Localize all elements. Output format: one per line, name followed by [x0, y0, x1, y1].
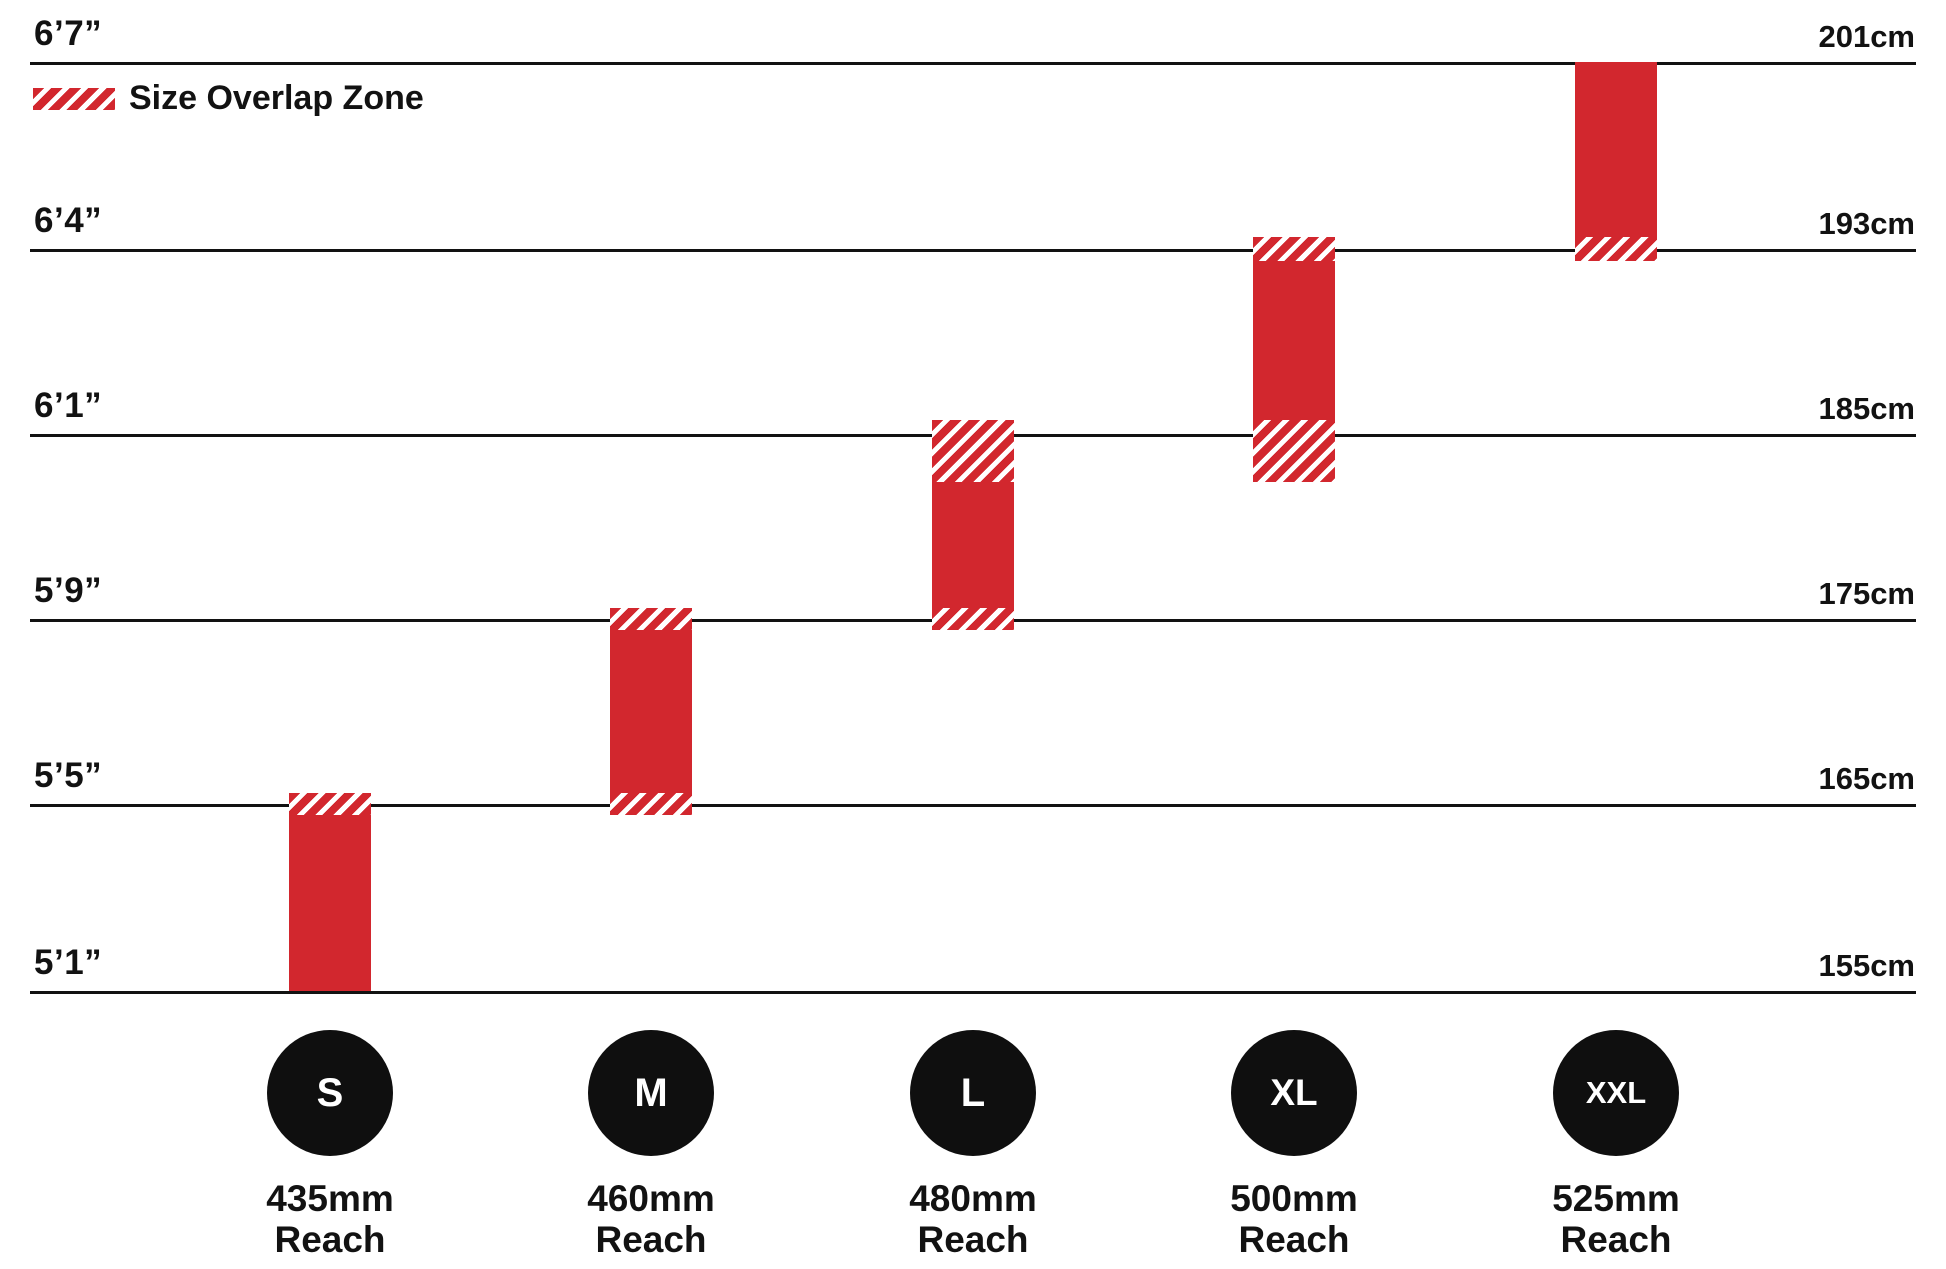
height-gridline: [30, 804, 1916, 807]
height-label-imperial: 5’9”: [34, 571, 103, 610]
reach-label-m: 460mm Reach: [521, 1178, 781, 1260]
reach-value: 525mm: [1552, 1178, 1680, 1219]
overlap-zone-hatch: [610, 607, 692, 631]
height-label-metric: 185cm: [1818, 391, 1915, 426]
size-circle-label: XL: [1270, 1072, 1318, 1113]
legend-label: Size Overlap Zone: [129, 79, 424, 117]
height-label-metric: 201cm: [1818, 19, 1915, 54]
legend: Size Overlap Zone: [33, 79, 424, 118]
overlap-zone-hatch: [610, 792, 692, 816]
height-label-imperial: 6’7”: [34, 14, 103, 53]
height-gridline: [30, 991, 1916, 994]
reach-word: Reach: [1560, 1219, 1672, 1260]
size-circle-label: L: [960, 1070, 986, 1115]
reach-value: 435mm: [266, 1178, 394, 1219]
height-label-metric: 155cm: [1818, 948, 1915, 983]
size-bar-s: [289, 792, 371, 991]
overlap-zone-hatch: [1253, 420, 1335, 483]
reach-word: Reach: [917, 1219, 1029, 1260]
overlap-zone-hatch: [932, 420, 1014, 483]
reach-value: 500mm: [1230, 1178, 1358, 1219]
overlap-zone-swatch-icon: [33, 87, 115, 110]
overlap-zone-hatch: [289, 792, 371, 816]
height-label-metric: 175cm: [1818, 576, 1915, 611]
overlap-zone-hatch: [932, 607, 1014, 631]
overlap-zone-hatch: [1253, 237, 1335, 261]
reach-label-xxl: 525mm Reach: [1486, 1178, 1746, 1260]
size-bar-xxl: [1575, 62, 1657, 261]
reach-label-xl: 500mm Reach: [1164, 1178, 1424, 1260]
size-circle-s: S: [267, 1030, 393, 1156]
height-label-imperial: 5’5”: [34, 756, 103, 795]
size-circle-label: XXL: [1585, 1075, 1647, 1110]
size-circle-label: M: [634, 1070, 668, 1115]
height-label-metric: 193cm: [1818, 206, 1915, 241]
size-circle-m: M: [588, 1030, 714, 1156]
reach-word: Reach: [274, 1219, 386, 1260]
height-label-metric: 165cm: [1818, 761, 1915, 796]
overlap-zone-hatch: [1575, 237, 1657, 261]
height-label-imperial: 6’1”: [34, 386, 103, 425]
height-label-imperial: 5’1”: [34, 943, 103, 982]
reach-label-l: 480mm Reach: [843, 1178, 1103, 1260]
reach-value: 480mm: [909, 1178, 1037, 1219]
reach-word: Reach: [595, 1219, 707, 1260]
height-label-imperial: 6’4”: [34, 201, 103, 240]
reach-label-s: 435mm Reach: [200, 1178, 460, 1260]
height-gridline: [30, 62, 1916, 65]
size-circle-xxl: XXL: [1553, 1030, 1679, 1156]
height-gridline: [30, 249, 1916, 252]
size-bar-m: [610, 607, 692, 816]
reach-word: Reach: [1238, 1219, 1350, 1260]
size-circle-label: S: [316, 1070, 344, 1115]
size-circle-xl: XL: [1231, 1030, 1357, 1156]
reach-value: 460mm: [587, 1178, 715, 1219]
size-circle-l: L: [910, 1030, 1036, 1156]
